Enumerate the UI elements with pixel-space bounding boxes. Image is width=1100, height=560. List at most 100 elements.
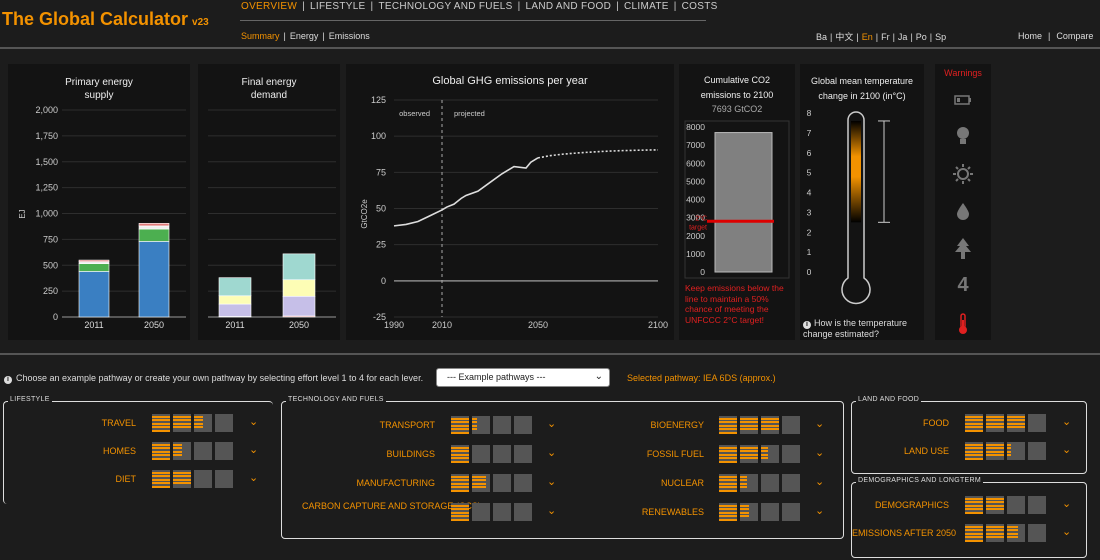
lever-level-3-box[interactable] [761,503,779,521]
lever-level-4-box[interactable] [215,470,233,488]
tree-icon[interactable] [935,238,991,265]
lever-level-1-box[interactable] [719,445,737,463]
lever-level-3-box[interactable] [493,445,511,463]
lever-level-4-box[interactable] [215,414,233,432]
lever-level-4-box[interactable] [782,445,800,463]
chevron-down-icon[interactable]: ⌄ [815,447,825,459]
drop-icon[interactable] [935,202,991,225]
lever-level-3-box[interactable] [194,470,212,488]
lever-level-2-box[interactable] [986,442,1004,460]
lever-level-1-box[interactable] [451,474,469,492]
lever-level-1-box[interactable] [152,470,170,488]
lever-level-3-box[interactable] [493,474,511,492]
lang-en[interactable]: En [861,32,873,42]
chevron-down-icon[interactable]: ⌄ [547,476,557,488]
lever-level-2-box[interactable] [173,470,191,488]
lever-level-1-box[interactable] [152,414,170,432]
subnav-emissions[interactable]: Emissions [328,31,370,41]
lang-po[interactable]: Po [915,32,927,42]
sun-icon[interactable] [935,164,991,189]
lever-level-3-box[interactable] [194,442,212,460]
lever-level-3-box[interactable] [1007,524,1025,542]
lever-level-4-box[interactable] [514,416,532,434]
lever-level-4-box[interactable] [514,503,532,521]
lever-level-2-box[interactable] [740,416,758,434]
lever-level-4-box[interactable] [215,442,233,460]
lever-level-1-box[interactable] [451,503,469,521]
nav-lifestyle[interactable]: LIFESTYLE [310,1,366,12]
lever-level-3-box[interactable] [761,445,779,463]
lever-level-1-box[interactable] [451,416,469,434]
lever-level-1-box[interactable] [965,496,983,514]
lang-ja[interactable]: Ja [897,32,908,42]
lang-ba[interactable]: Ba [816,32,828,42]
lever-level-2-box[interactable] [173,414,191,432]
lever-level-2-box[interactable] [472,474,490,492]
lever-level-2-box[interactable] [986,524,1004,542]
lever-level-4-box[interactable] [1028,524,1046,542]
lever-level-1-box[interactable] [965,414,983,432]
lever-level-2-box[interactable] [740,474,758,492]
battery-icon[interactable] [935,90,991,111]
chevron-down-icon[interactable]: ⌄ [249,416,259,428]
lever-level-3-box[interactable] [761,474,779,492]
lever-level-1-box[interactable] [719,416,737,434]
lever-level-2-box[interactable] [472,445,490,463]
lever-level-3-box[interactable] [761,416,779,434]
lever-level-4-box[interactable] [1028,414,1046,432]
chevron-down-icon[interactable]: ⌄ [815,418,825,430]
chevron-down-icon[interactable]: ⌄ [547,418,557,430]
lang-fr[interactable]: Fr [881,32,890,42]
nav-costs[interactable]: COSTS [681,1,718,12]
chevron-down-icon[interactable]: ⌄ [547,447,557,459]
chevron-down-icon[interactable]: ⌄ [547,505,557,517]
chevron-down-icon[interactable]: ⌄ [1062,526,1072,538]
lever-level-3-box[interactable] [493,416,511,434]
lever-level-1-box[interactable] [451,445,469,463]
nav-overview[interactable]: OVERVIEW [241,1,298,12]
lever-level-4-box[interactable] [514,474,532,492]
chevron-down-icon[interactable]: ⌄ [249,472,259,484]
lever-level-3-box[interactable] [1007,414,1025,432]
bulb-icon[interactable] [935,126,991,151]
lang-zh[interactable]: 中文 [835,32,854,42]
lever-level-4-box[interactable] [1028,442,1046,460]
lever-level-1-box[interactable] [965,524,983,542]
lever-level-4-box[interactable] [782,416,800,434]
lever-level-4-box[interactable] [514,445,532,463]
lever-level-1-box[interactable] [152,442,170,460]
lever-level-1-box[interactable] [965,442,983,460]
lever-level-1-box[interactable] [719,474,737,492]
lever-level-3-box[interactable] [1007,496,1025,514]
chevron-down-icon[interactable]: ⌄ [1062,416,1072,428]
lever-level-2-box[interactable] [986,496,1004,514]
compare-link[interactable]: Compare [1056,31,1094,41]
lever-level-2-box[interactable] [740,503,758,521]
lever-level-2-box[interactable] [740,445,758,463]
chevron-down-icon[interactable]: ⌄ [815,476,825,488]
lever-level-4-box[interactable] [782,474,800,492]
example-pathways-select[interactable]: --- Example pathways --- ⌄ [436,368,610,387]
chevron-down-icon[interactable]: ⌄ [1062,498,1072,510]
lever-level-2-box[interactable] [472,416,490,434]
chevron-down-icon[interactable]: ⌄ [815,505,825,517]
nav-climate[interactable]: CLIMATE [624,1,669,12]
chevron-down-icon[interactable]: ⌄ [1062,444,1072,456]
lang-sp[interactable]: Sp [935,32,947,42]
lever-level-3-box[interactable] [194,414,212,432]
chevron-down-icon[interactable]: ⌄ [249,444,259,456]
lever-level-2-box[interactable] [986,414,1004,432]
thermometer-icon[interactable] [935,313,991,340]
subnav-summary[interactable]: Summary [241,31,280,41]
lever-level-2-box[interactable] [173,442,191,460]
subnav-energy[interactable]: Energy [289,31,319,41]
level-4-icon[interactable]: 4 [957,274,969,296]
lever-level-2-box[interactable] [472,503,490,521]
temperature-question[interactable]: i How is the temperature change estimated… [803,318,921,340]
lever-level-4-box[interactable] [782,503,800,521]
nav-technology[interactable]: TECHNOLOGY AND FUELS [378,1,513,12]
lever-level-1-box[interactable] [719,503,737,521]
lever-level-4-box[interactable] [1028,496,1046,514]
lever-level-3-box[interactable] [1007,442,1025,460]
home-link[interactable]: Home [1018,31,1043,41]
